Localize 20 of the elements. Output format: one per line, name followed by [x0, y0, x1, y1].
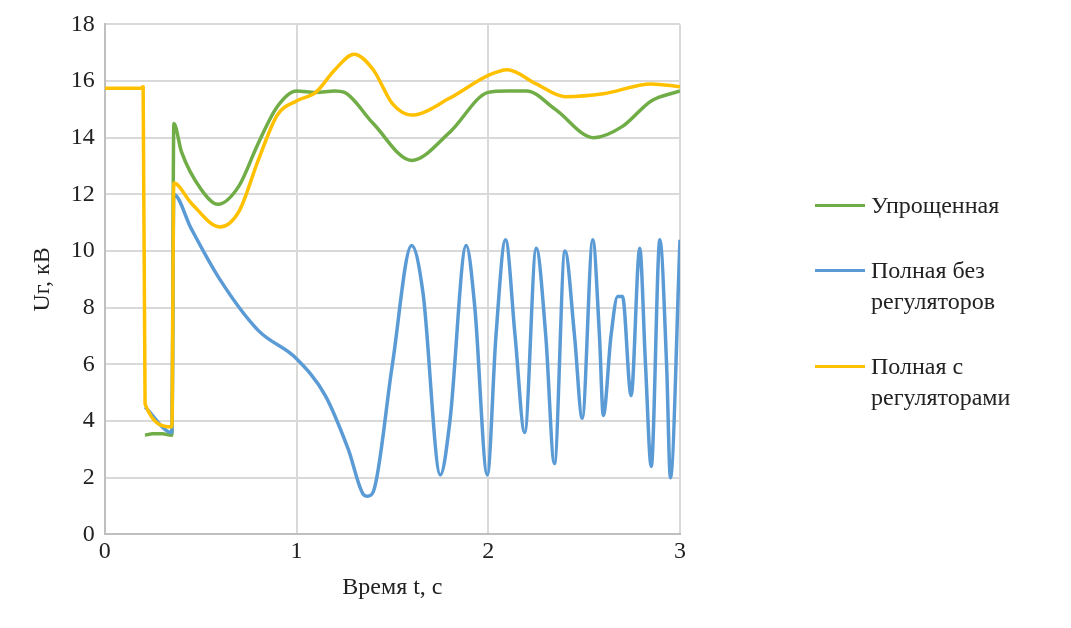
y-tick-label: 10: [70, 236, 95, 263]
y-tick-label: 8: [82, 293, 95, 320]
y-tick-label: 0: [82, 519, 95, 546]
y-tick-label: 14: [70, 123, 95, 150]
y-tick-label: 2: [82, 463, 95, 490]
y-tick-label: 6: [82, 349, 95, 376]
line-series: [104, 52, 680, 429]
line-series: [143, 192, 680, 498]
y-tick-label: 4: [82, 406, 95, 433]
y-tick-label: 16: [70, 66, 95, 93]
y-axis-title: Uг, кВ: [27, 247, 54, 312]
y-tick-label: 12: [70, 179, 95, 206]
x-tick-label: 1: [290, 537, 303, 564]
y-tick-label: 18: [70, 9, 95, 36]
x-axis-title: Время t, с: [342, 572, 443, 599]
legend-label: Полная без регуляторов: [871, 256, 996, 316]
legend-label: Упрощенная: [871, 191, 1001, 220]
x-tick-label: 2: [482, 537, 495, 564]
x-tick-label: 3: [674, 537, 686, 564]
legend-label: Полная с регуляторами: [871, 352, 1012, 412]
